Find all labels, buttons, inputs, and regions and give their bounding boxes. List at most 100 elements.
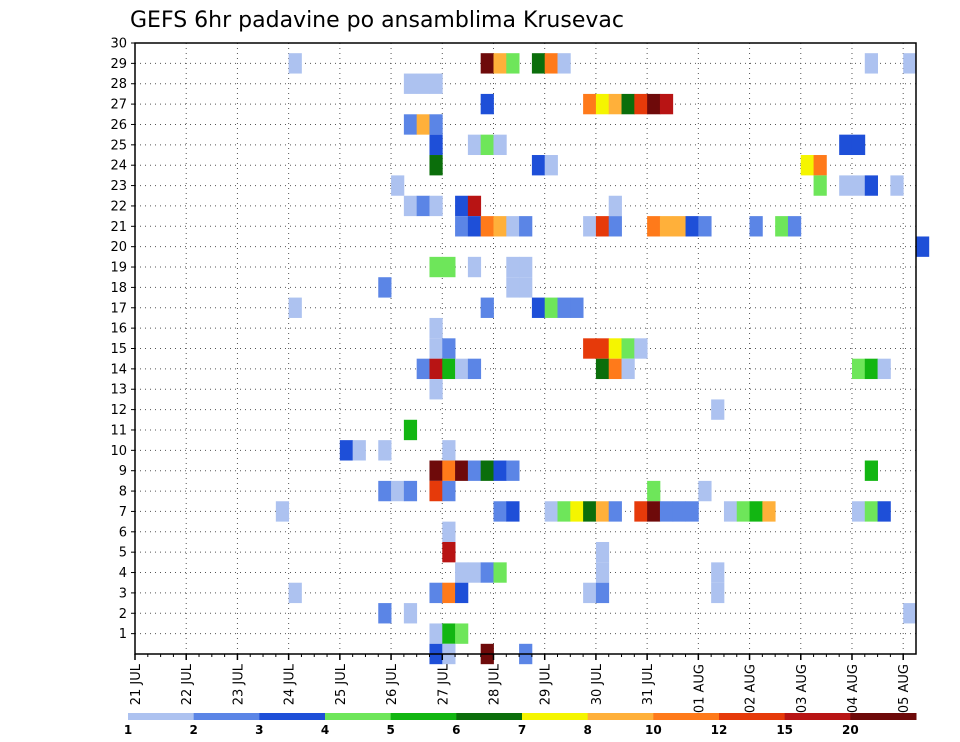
heatmap-cell — [595, 501, 610, 522]
heatmap-cell — [288, 582, 302, 604]
heatmap-cell — [647, 480, 661, 502]
heatmap-cell — [557, 297, 571, 318]
heatmap-cell — [813, 175, 827, 196]
heatmap-cell — [672, 216, 686, 237]
heatmap-cell — [570, 297, 584, 318]
heatmap-cell — [429, 134, 443, 156]
heatmap-cell — [275, 501, 290, 522]
heatmap-cell — [723, 501, 738, 522]
heatmap-cell — [442, 256, 456, 278]
y-tick-label: 27 — [110, 98, 127, 113]
heatmap-cell — [506, 256, 520, 278]
y-tick-label: 11 — [110, 423, 127, 438]
heatmap-cell — [851, 134, 866, 156]
x-tick-label: 21 JUL — [129, 663, 144, 705]
heatmap-cell — [442, 541, 456, 563]
heatmap-cell — [685, 501, 699, 522]
heatmap-cell — [480, 134, 494, 156]
heatmap-cell — [429, 379, 443, 400]
legend-swatch — [587, 713, 654, 720]
heatmap-cell — [429, 114, 443, 135]
y-tick-label: 16 — [110, 322, 127, 337]
heatmap-cell — [506, 53, 520, 74]
y-tick-label: 21 — [110, 220, 127, 235]
legend-label: 7 — [518, 723, 526, 737]
heatmap-cell — [800, 155, 814, 176]
heatmap-cell — [557, 53, 571, 74]
heatmap-cell — [455, 460, 469, 481]
y-tick-label: 28 — [110, 77, 127, 92]
heatmap-cell — [506, 460, 520, 481]
y-tick-label: 13 — [110, 383, 127, 398]
y-tick-label: 29 — [110, 57, 127, 72]
legend-swatch — [522, 713, 589, 720]
heatmap-cell — [288, 297, 302, 318]
heatmap-cell — [519, 256, 533, 278]
heatmap-cell — [608, 358, 622, 380]
heatmap-cell — [480, 297, 494, 318]
heatmap-cell — [467, 256, 482, 278]
heatmap-cell — [442, 521, 456, 542]
y-tick-label: 20 — [110, 240, 127, 255]
legend-label: 3 — [255, 723, 263, 737]
heatmap-cell — [659, 216, 674, 237]
heatmap-cell — [378, 440, 392, 461]
heatmap-cell — [480, 460, 494, 481]
heatmap-cell — [864, 460, 878, 481]
heatmap-cell — [851, 358, 866, 380]
heatmap-cell — [787, 216, 802, 237]
heatmap-cell — [403, 480, 418, 502]
heatmap-cell — [544, 53, 558, 74]
heatmap-cell — [391, 175, 405, 196]
y-tick-label: 24 — [110, 159, 127, 174]
heatmap-cell — [736, 501, 750, 522]
legend-label: 8 — [583, 723, 591, 737]
heatmap-cell — [672, 501, 686, 522]
legend-swatch — [784, 713, 851, 720]
heatmap-cell — [467, 195, 482, 217]
heatmap-cell — [634, 501, 648, 522]
heatmap-cell — [583, 216, 597, 237]
heatmap-cell — [429, 256, 443, 278]
legend-label: 12 — [711, 723, 728, 737]
x-tick-label: 29 JUL — [539, 663, 554, 705]
heatmap-cell — [864, 501, 878, 522]
y-tick-label: 30 — [110, 37, 127, 52]
heatmap-cell — [762, 501, 776, 522]
x-tick-label: 31 JUL — [641, 663, 656, 705]
heatmap-cell — [583, 93, 597, 115]
heatmap-cell — [467, 216, 482, 237]
y-tick-label: 10 — [110, 444, 127, 459]
heatmap-cell — [442, 623, 456, 644]
ensemble-cells — [275, 53, 930, 665]
heatmap-cell — [749, 216, 763, 237]
heatmap-cell — [416, 73, 430, 94]
y-tick-label: 2 — [119, 607, 127, 622]
heatmap-cell — [595, 338, 610, 359]
heatmap-cell — [442, 338, 456, 359]
x-tick-label: 03 AUG — [795, 664, 810, 713]
x-tick-label: 02 AUG — [744, 664, 759, 713]
heatmap-cell — [429, 480, 443, 502]
heatmap-cell — [621, 358, 635, 380]
heatmap-cell — [429, 358, 443, 380]
heatmap-cell — [467, 358, 482, 380]
heatmap-cell — [608, 93, 622, 115]
heatmap-cell — [429, 338, 443, 359]
heatmap-cell — [429, 582, 443, 604]
y-tick-label: 6 — [119, 525, 127, 540]
heatmap-cell — [595, 582, 610, 604]
heatmap-cell — [519, 277, 533, 298]
heatmap-cell — [711, 582, 725, 604]
heatmap-cell — [506, 501, 520, 522]
heatmap-cell — [378, 603, 392, 624]
heatmap-cell — [429, 73, 443, 94]
heatmap-cell — [570, 501, 584, 522]
heatmap-cell — [506, 216, 520, 237]
y-tick-label: 26 — [110, 118, 127, 133]
heatmap-cell — [839, 175, 853, 196]
heatmap-cell — [851, 175, 866, 196]
heatmap-cell — [595, 562, 610, 583]
heatmap-cell — [595, 216, 610, 237]
